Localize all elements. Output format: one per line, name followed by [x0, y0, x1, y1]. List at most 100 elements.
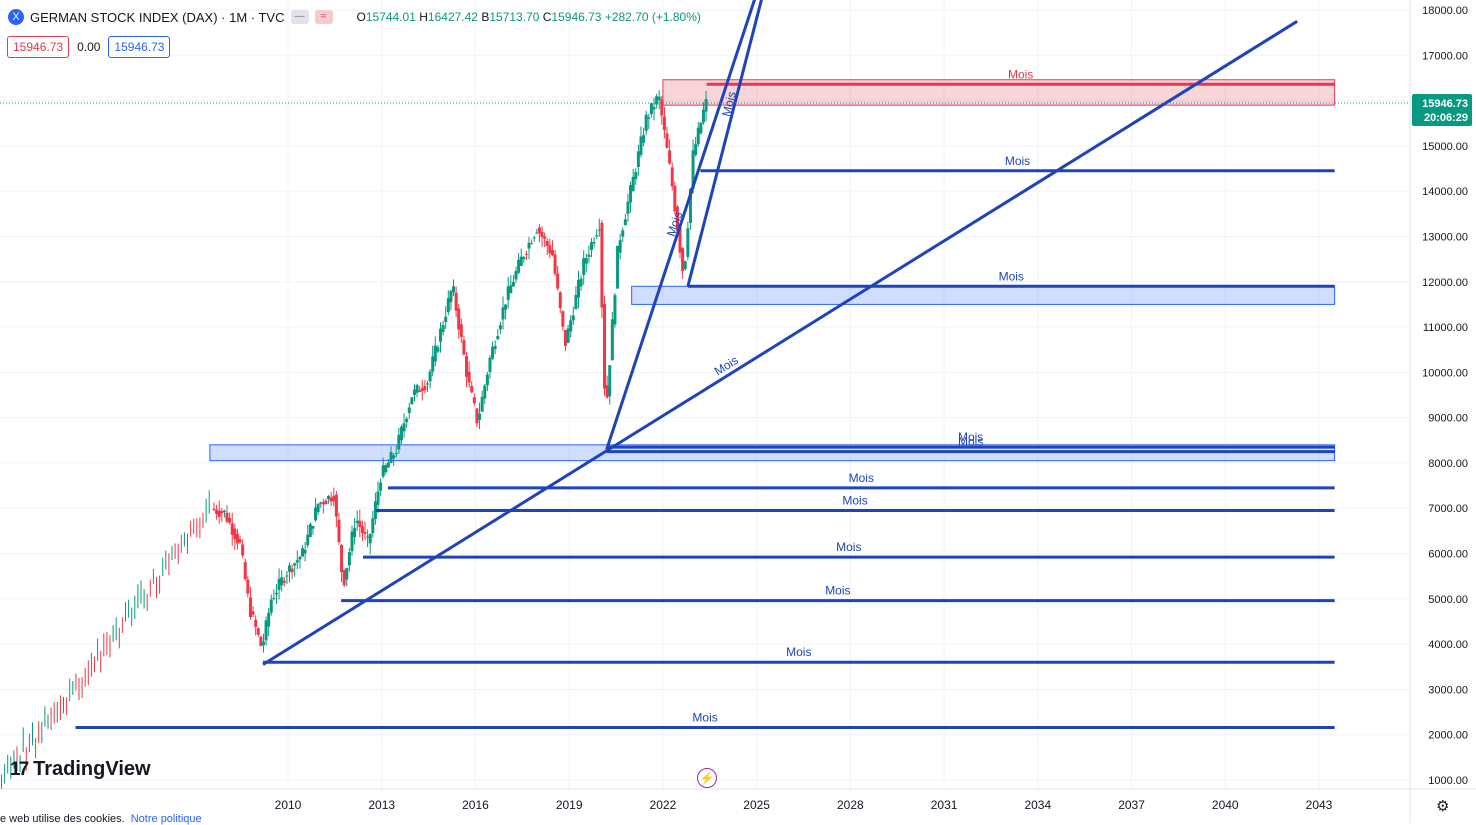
candle-body: [373, 501, 377, 519]
lightning-icon[interactable]: ⚡: [697, 768, 717, 788]
ohlc-low-value: 15713.70: [489, 10, 540, 24]
candle-body: [587, 254, 591, 257]
candle-body: [381, 465, 385, 477]
spread-value: 0.00: [77, 40, 101, 54]
ohlc-high-label: H: [419, 10, 428, 24]
price-axis-tick: 4000.00: [1428, 639, 1468, 651]
candle-body: [524, 253, 528, 255]
candle-body: [621, 230, 625, 237]
level-line-label: Mois: [825, 584, 850, 598]
last-price-countdown: 20:06:29: [1424, 112, 1468, 124]
candle-body: [454, 292, 458, 311]
time-axis-tick: 2034: [1024, 798, 1051, 812]
candle-body: [475, 408, 479, 424]
candle-body: [644, 114, 648, 131]
symbol-header[interactable]: X GERMAN STOCK INDEX (DAX) · 1M · TVC — …: [8, 9, 701, 25]
candle-body: [379, 482, 383, 491]
time-axis-tick: 2040: [1212, 798, 1239, 812]
sell-price-button[interactable]: 15946.73: [7, 36, 70, 58]
price-axis-tick: 14000.00: [1422, 186, 1468, 198]
time-axis-tick: 2016: [462, 798, 489, 812]
candle-body: [683, 261, 687, 269]
candle-body: [616, 245, 620, 289]
candle-body: [511, 282, 515, 287]
time-axis-tick: 2037: [1118, 798, 1145, 812]
candle-body: [327, 495, 331, 500]
price-axis-tick: 13000.00: [1422, 231, 1468, 243]
indicator-toggle-icon[interactable]: —: [290, 10, 309, 24]
level-line-label: Mois: [958, 435, 983, 449]
candle-body: [694, 144, 698, 155]
candle-body: [636, 151, 640, 168]
candle-body: [332, 496, 336, 502]
buy-price-button[interactable]: 15946.73: [108, 36, 171, 58]
candle-body: [465, 356, 469, 377]
candle-body: [319, 502, 323, 504]
price-axis-tick: 6000.00: [1428, 549, 1468, 561]
ohlc-open-value: 15744.01: [365, 10, 416, 24]
last-price-tag: [1412, 94, 1472, 127]
gear-icon[interactable]: ⚙: [1436, 798, 1450, 815]
candle-body: [303, 549, 307, 554]
candle-body: [243, 562, 247, 580]
time-axis-tick: 2013: [368, 798, 395, 812]
candle-body: [295, 560, 299, 563]
candle-body: [686, 228, 690, 257]
cookie-banner: e web utilise des cookies. Notre politiqu…: [0, 813, 202, 825]
price-axis-tick: 9000.00: [1428, 413, 1468, 425]
ohlc-close-label: C: [542, 10, 552, 24]
candle-body: [634, 172, 638, 180]
candle-body: [550, 250, 554, 256]
candle-body: [222, 510, 226, 513]
candle-body: [452, 286, 456, 293]
candle-body: [470, 385, 474, 393]
tradingview-logo[interactable]: 17 TradingView: [10, 758, 151, 781]
candle-body: [254, 619, 258, 627]
tradingview-mark-icon: 17: [10, 758, 29, 780]
trend-line: [686, 0, 763, 287]
candle-body: [345, 568, 349, 580]
candle-body: [389, 452, 393, 463]
candle-body: [548, 245, 552, 254]
candle-body: [324, 500, 328, 505]
candle-body: [363, 532, 367, 534]
candle-body: [553, 254, 557, 274]
last-price-value: 15946.73: [1422, 98, 1468, 110]
candle-body: [350, 531, 354, 552]
cookie-policy-link[interactable]: Notre politique: [130, 813, 202, 825]
candle-body: [368, 533, 372, 544]
time-axis-tick: 2019: [556, 798, 583, 812]
candle-body: [597, 229, 601, 231]
price-axis-tick: 3000.00: [1428, 684, 1468, 696]
candle-body: [321, 502, 325, 505]
price-axis-tick: 17000.00: [1422, 50, 1468, 62]
candle-body: [566, 328, 570, 343]
candle-body: [681, 248, 685, 272]
candle-body: [235, 533, 239, 544]
candle-body: [662, 116, 666, 131]
candle-body: [397, 434, 401, 450]
price-axis-background: [1410, 0, 1476, 823]
level-line-label: Mois: [849, 471, 874, 485]
candle-body: [418, 390, 422, 392]
price-axis-tick: 11000.00: [1423, 322, 1468, 334]
compare-wave-icon[interactable]: ≈: [314, 10, 333, 24]
tradingview-name: TradingView: [33, 758, 151, 780]
candle-body: [543, 236, 547, 239]
candle-body: [298, 556, 302, 560]
candle-body: [462, 340, 466, 355]
candle-body: [563, 330, 567, 346]
price-axis-tick: 12000.00: [1422, 277, 1468, 289]
candle-body: [688, 188, 692, 223]
time-axis-tick: 2028: [837, 798, 864, 812]
price-axis-tick: 5000.00: [1428, 594, 1468, 606]
candle-body: [699, 122, 703, 134]
candle-body: [579, 278, 583, 287]
candle-body: [360, 526, 364, 534]
symbol-title[interactable]: GERMAN STOCK INDEX (DAX) · 1M · TVC: [30, 9, 285, 25]
candle-body: [301, 548, 305, 557]
candle-body: [274, 592, 278, 595]
candle-body: [483, 385, 487, 399]
candle-body: [431, 356, 435, 372]
